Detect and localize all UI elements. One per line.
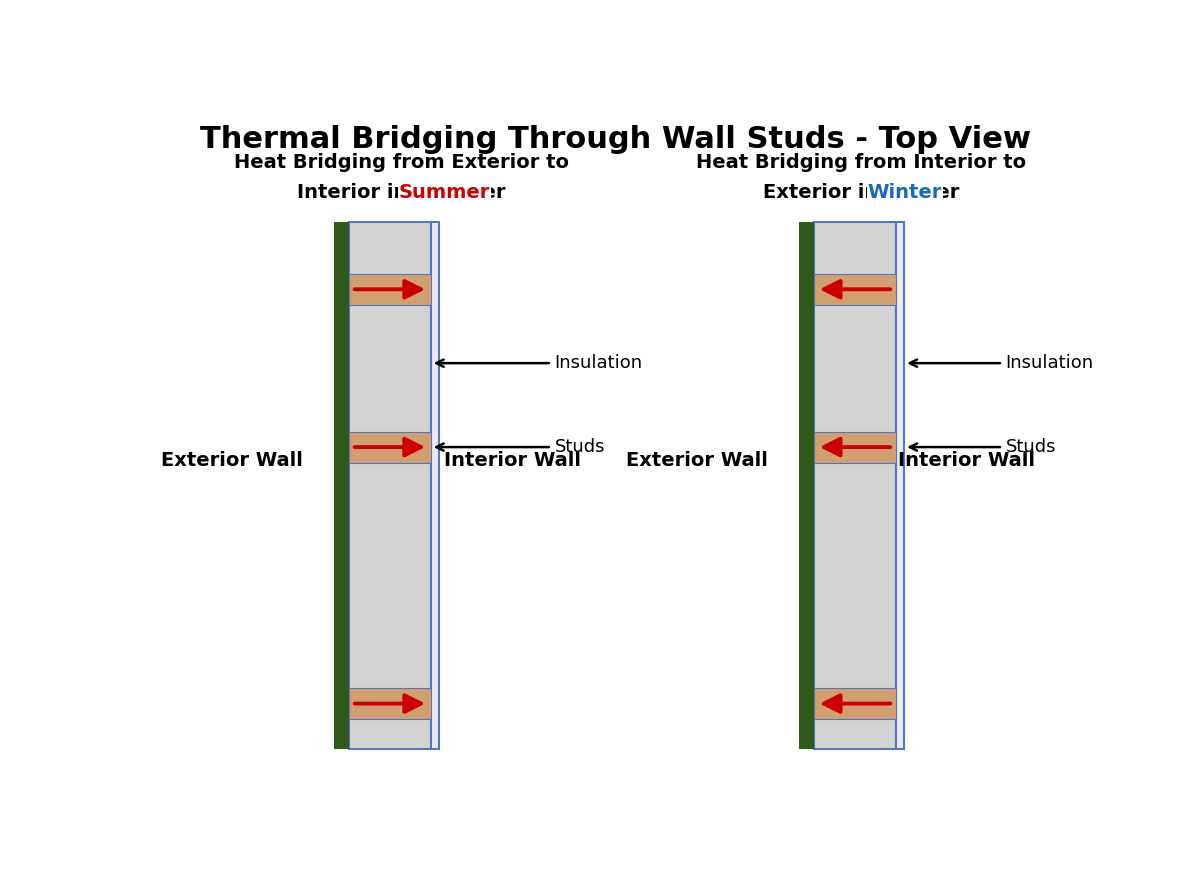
Bar	[814, 222, 896, 749]
Bar	[814, 688, 896, 719]
Bar	[349, 432, 431, 462]
Text: Studs: Studs	[910, 438, 1056, 456]
Text: Interior Wall: Interior Wall	[444, 451, 581, 470]
Bar	[799, 222, 814, 749]
Text: Insulation: Insulation	[910, 354, 1093, 372]
Bar	[349, 274, 431, 304]
Text: Exterior in Winter: Exterior in Winter	[763, 183, 960, 202]
Text: Exterior Wall: Exterior Wall	[626, 451, 768, 470]
Text: Winter: Winter	[868, 183, 942, 202]
Bar	[814, 274, 896, 304]
Text: Exterior Wall: Exterior Wall	[161, 451, 302, 470]
Bar	[431, 222, 439, 749]
Bar	[334, 222, 349, 749]
Text: Interior in Summer: Interior in Summer	[296, 183, 505, 202]
Text: Summer: Summer	[398, 183, 491, 202]
Text: Heat Bridging from Exterior to: Heat Bridging from Exterior to	[234, 153, 569, 172]
Text: Insulation: Insulation	[437, 354, 643, 372]
Bar	[349, 222, 431, 749]
Text: Studs: Studs	[437, 438, 605, 456]
Text: Heat Bridging from Interior to: Heat Bridging from Interior to	[696, 153, 1026, 172]
Text: Thermal Bridging Through Wall Studs - Top View: Thermal Bridging Through Wall Studs - To…	[199, 125, 1031, 153]
Bar	[896, 222, 905, 749]
Text: Interior Wall: Interior Wall	[898, 451, 1036, 470]
Bar	[349, 688, 431, 719]
Bar	[814, 432, 896, 462]
